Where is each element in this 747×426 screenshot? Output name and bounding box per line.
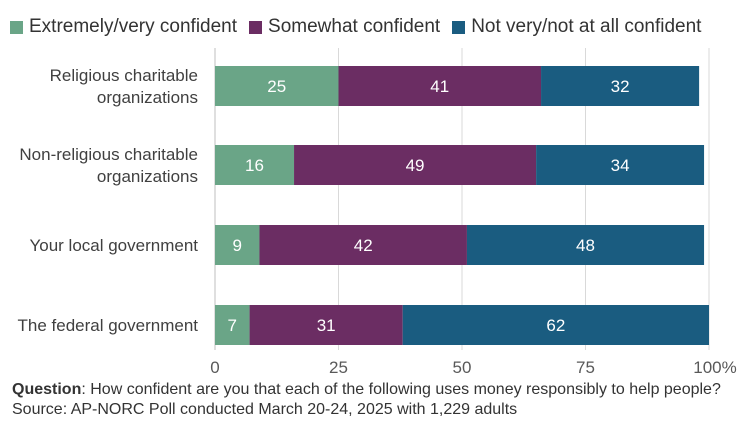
x-tick-label: 25 xyxy=(329,358,348,377)
x-tick-label: 0 xyxy=(210,358,219,377)
legend-label-not-very: Not very/not at all confident xyxy=(471,16,702,37)
category-label: The federal government xyxy=(18,316,199,335)
bar-segment xyxy=(215,225,260,265)
bar-segment xyxy=(338,66,542,106)
legend-swatch-not-very xyxy=(452,20,466,34)
category-label: Non-religious charitable organizations xyxy=(19,145,198,186)
data-label: 49 xyxy=(406,156,425,175)
bar-segment xyxy=(215,66,339,106)
legend-item-extremely-very: Extremely/very confident xyxy=(10,16,237,38)
data-label: 48 xyxy=(576,236,595,255)
data-label: 34 xyxy=(611,156,630,175)
source-note: Source: AP-NORC Poll conducted March 20-… xyxy=(12,401,518,418)
legend-swatch-somewhat xyxy=(249,20,263,34)
data-label: 41 xyxy=(430,77,449,96)
category-label: Your local government xyxy=(29,236,198,255)
legend-swatch-extremely-very xyxy=(10,20,23,34)
bar-segment xyxy=(402,305,709,345)
data-label: 31 xyxy=(317,316,336,335)
data-label: 32 xyxy=(611,77,630,96)
legend-item-somewhat: Somewhat confident xyxy=(249,16,440,38)
legend-label-extremely-very: Extremely/very confident xyxy=(29,16,238,37)
question-note: Question: How confident are you that eac… xyxy=(12,380,732,400)
data-label: 25 xyxy=(267,77,286,96)
x-tick-label: 75 xyxy=(576,358,595,377)
bar-segment xyxy=(249,305,403,345)
question-text: : How confident are you that each of the… xyxy=(81,381,721,398)
chart-footer: Question: How confident are you that eac… xyxy=(12,380,732,420)
x-tick-label: 100% xyxy=(693,358,736,377)
data-label: 62 xyxy=(546,316,565,335)
bar-segment xyxy=(215,145,295,185)
category-label: Religious charitable organizations xyxy=(50,66,198,107)
data-label: 9 xyxy=(232,236,241,255)
x-tick-label: 50 xyxy=(453,358,472,377)
legend-label-somewhat: Somewhat confident xyxy=(268,16,441,37)
chart-legend: Extremely/very confident Somewhat confid… xyxy=(10,14,713,40)
bar-segment xyxy=(541,66,700,106)
data-label: 7 xyxy=(228,316,237,335)
bar-segment xyxy=(466,225,705,265)
data-label: 42 xyxy=(354,236,373,255)
bar-segment xyxy=(294,145,537,185)
question-label: Question xyxy=(12,381,82,398)
data-label: 16 xyxy=(245,156,264,175)
bar-segment xyxy=(259,225,467,265)
stacked-bar-chart: 0 25 50 75 100% Religious charitable organizat… xyxy=(18,48,737,377)
legend-item-not-very: Not very/not at all confident xyxy=(452,16,701,38)
bar-segment xyxy=(536,145,705,185)
bar-segment xyxy=(215,305,250,345)
